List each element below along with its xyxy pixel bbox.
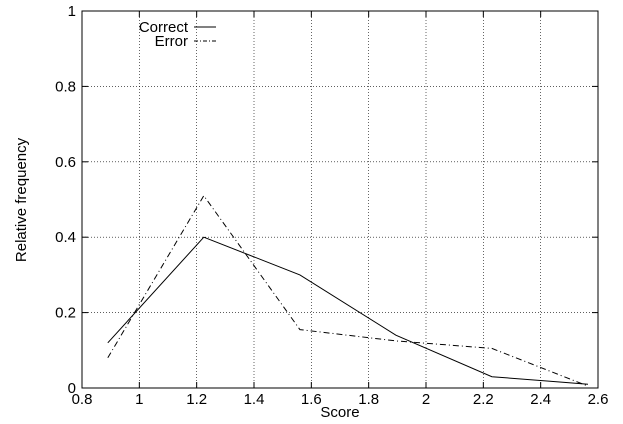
x-tick-label: 1.2 bbox=[186, 391, 207, 408]
y-tick-label: 0.2 bbox=[55, 305, 76, 322]
tick-marks bbox=[81, 10, 599, 389]
series-line-correct bbox=[107, 236, 589, 385]
series-lines bbox=[107, 194, 589, 387]
x-axis-label: Score bbox=[320, 404, 359, 421]
plot-frame bbox=[81, 10, 599, 389]
y-tick-labels: 0 0.2 0.4 0.6 0.8 1 bbox=[55, 3, 76, 397]
x-tick-label: 2 bbox=[422, 391, 430, 408]
y-tick-label: 1 bbox=[68, 3, 76, 20]
x-tick-label: 2.6 bbox=[588, 391, 609, 408]
y-tick-label: 0.8 bbox=[55, 78, 76, 95]
x-tick-label: 1.4 bbox=[244, 391, 265, 408]
y-tick-label: 0.6 bbox=[55, 154, 76, 171]
y-axis-label: Relative frequency bbox=[13, 137, 30, 262]
y-tick-label: 0.4 bbox=[55, 229, 76, 246]
x-tick-label: 1 bbox=[135, 391, 143, 408]
grid-lines bbox=[82, 11, 598, 388]
x-tick-label: 1.6 bbox=[301, 391, 322, 408]
y-tick-label: 0 bbox=[68, 380, 76, 397]
x-tick-label: 2.2 bbox=[473, 391, 494, 408]
series-line-error bbox=[107, 194, 589, 387]
legend-label: Error bbox=[155, 33, 188, 50]
x-tick-labels: 0.8 1 1.2 1.4 1.6 1.8 2 2.2 2.4 2.6 bbox=[72, 391, 609, 408]
legend-label: Correct bbox=[139, 19, 189, 36]
x-tick-label: 0.8 bbox=[72, 391, 93, 408]
x-tick-label: 1.8 bbox=[358, 391, 379, 408]
x-tick-label: 2.4 bbox=[530, 391, 551, 408]
plot-border bbox=[81, 10, 599, 389]
